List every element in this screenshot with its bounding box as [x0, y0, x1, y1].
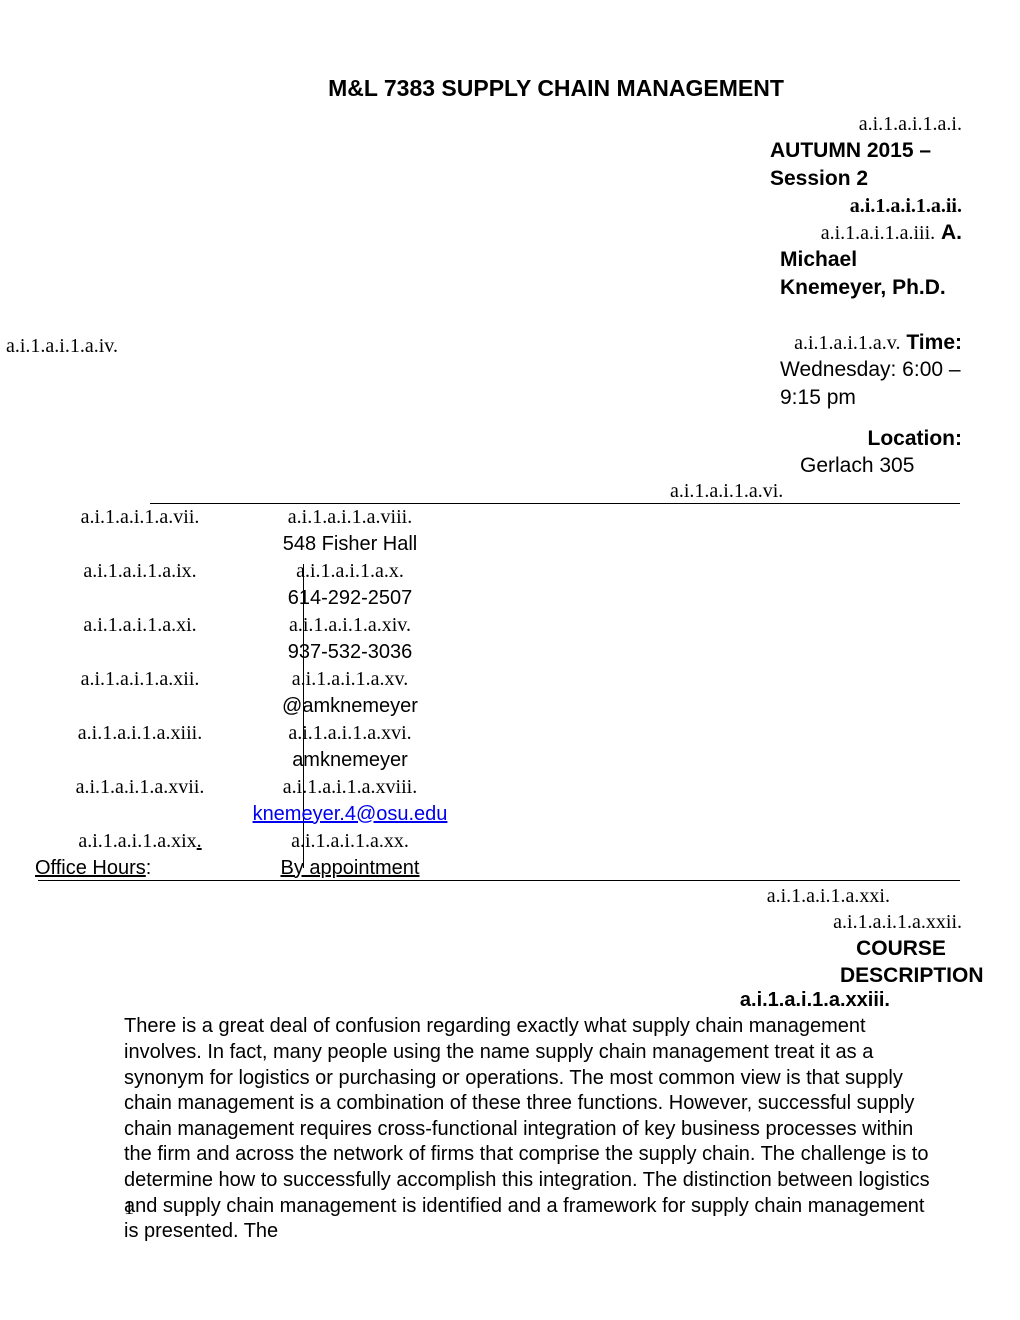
outline-num: a.i.1.a.i.1.a.xviii.	[283, 776, 417, 798]
outline-num: a.i.1.a.i.1.a.xv.	[292, 668, 408, 690]
underline-dot: .	[197, 830, 202, 852]
username: amknemeyer	[245, 747, 455, 774]
office-hours-row: a.i.1.a.i.1.a.xix. Office Hours: a.i.1.a…	[35, 828, 962, 882]
document-page: M&L 7383 SUPPLY CHAIN MANAGEMENT a.i.1.a…	[0, 0, 1020, 1245]
phone-1: 614-292-2507	[245, 585, 455, 612]
table-row: a.i.1.a.i.1.a.xii. a.i.1.a.i.1.a.xv. @amk…	[35, 666, 962, 720]
outline-num-i: a.i.1.a.i.1.a.i.	[859, 113, 962, 135]
office-address: 548 Fisher Hall	[245, 531, 455, 558]
table-row: a.i.1.a.i.1.a.xiii. a.i.1.a.i.1.a.xvi. am…	[35, 720, 962, 774]
outline-num-xxiii: a.i.1.a.i.1.a.xxiii.	[20, 989, 962, 1012]
table-row: a.i.1.a.i.1.a.xvii. a.i.1.a.i.1.a.xviii.…	[35, 774, 962, 828]
outline-num: a.i.1.a.i.1.a.xiii.	[35, 720, 245, 774]
outline-num: a.i.1.a.i.1.a.xvi.	[288, 722, 411, 744]
outline-num: a.i.1.a.i.1.a.xx.	[291, 830, 409, 852]
term-session: AUTUMN 2015 – Session 2	[770, 139, 931, 189]
course-description-body: There is a great deal of confusion regar…	[20, 1012, 962, 1244]
outline-num: a.i.1.a.i.1.a.x.	[296, 560, 404, 582]
outline-num-iv: a.i.1.a.i.1.a.iv.	[6, 335, 118, 358]
outline-num: a.i.1.a.i.1.a.viii.	[288, 506, 412, 528]
header-right-stack: a.i.1.a.i.1.a.i. AUTUMN 2015 – Session 2…	[20, 110, 962, 301]
course-title: M&L 7383 SUPPLY CHAIN MANAGEMENT	[150, 75, 962, 102]
outline-num: a.i.1.a.i.1.a.xii.	[35, 666, 245, 720]
outline-num-v: a.i.1.a.i.1.a.v.	[794, 332, 900, 354]
course-description-heading: a.i.1.a.i.1.a.xxii. COURSE DESCRIPTION	[20, 908, 962, 990]
outline-num-xxi: a.i.1.a.i.1.a.xxi.	[20, 885, 962, 908]
outline-num-vi: a.i.1.a.i.1.a.vi.	[20, 480, 962, 503]
outline-num: a.i.1.a.i.1.a.xix	[78, 830, 196, 852]
outline-num-xxii: a.i.1.a.i.1.a.xxii.	[833, 911, 962, 933]
twitter-handle: @amknemeyer	[245, 693, 455, 720]
office-hours-value: By appointment	[245, 855, 455, 882]
table-row: a.i.1.a.i.1.a.xi. a.i.1.a.i.1.a.xiv. 937-…	[35, 612, 962, 666]
meeting-info: a.i.1.a.i.1.a.v. Time: Wednesday: 6:00 –…	[20, 329, 962, 479]
outline-iii-pre: A.	[941, 221, 962, 244]
outline-num: a.i.1.a.i.1.a.xiv.	[289, 614, 411, 636]
phone-2: 937-532-3036	[245, 639, 455, 666]
page-number: 1	[124, 1197, 134, 1220]
outline-num-ii: a.i.1.a.i.1.a.ii.	[850, 195, 962, 217]
outline-num: a.i.1.a.i.1.a.xi.	[35, 612, 245, 666]
email-link[interactable]: knemeyer.4@osu.edu	[253, 803, 448, 825]
office-hours-label: Office Hours	[35, 857, 146, 879]
outline-num: a.i.1.a.i.1.a.ix.	[35, 558, 245, 612]
contact-table: a.i.1.a.i.1.a.vii. a.i.1.a.i.1.a.viii. 54…	[20, 504, 962, 882]
outline-num: a.i.1.a.i.1.a.vii.	[35, 504, 245, 558]
location-value: Gerlach 305	[20, 452, 962, 479]
time-label: Time:	[906, 331, 962, 354]
instructor-name: Michael Knemeyer, Ph.D.	[780, 248, 946, 298]
time-value: Wednesday: 6:00 – 9:15 pm	[20, 356, 962, 411]
outline-num-iii: a.i.1.a.i.1.a.iii.	[821, 222, 935, 244]
table-row: a.i.1.a.i.1.a.ix. a.i.1.a.i.1.a.x. 614-29…	[35, 558, 962, 612]
outline-num: a.i.1.a.i.1.a.xvii.	[35, 774, 245, 828]
location-label: Location:	[868, 427, 963, 450]
course-description-label: COURSE DESCRIPTION	[20, 935, 962, 990]
table-row: a.i.1.a.i.1.a.vii. a.i.1.a.i.1.a.viii. 54…	[35, 504, 962, 558]
